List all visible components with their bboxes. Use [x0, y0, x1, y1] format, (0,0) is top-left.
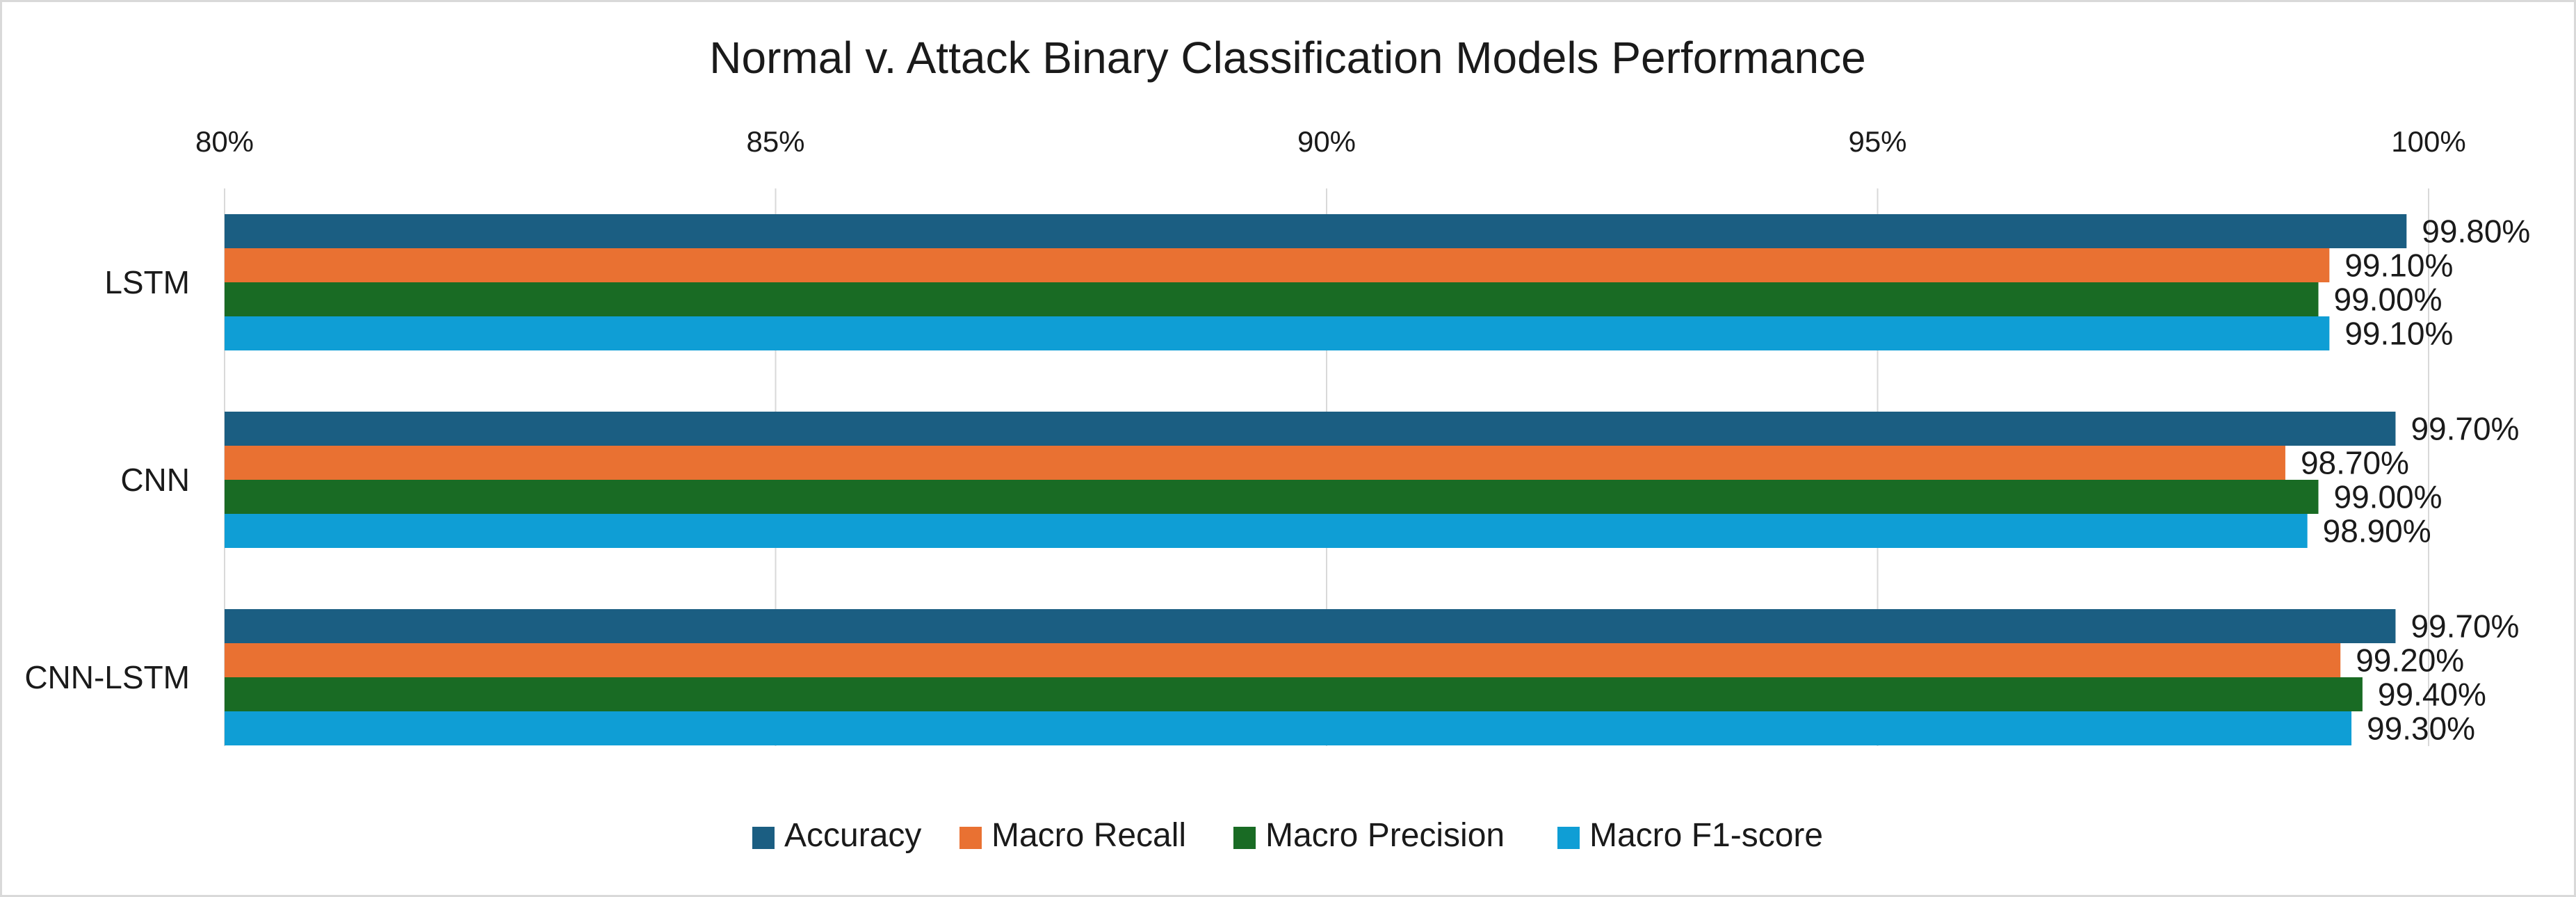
category-label: CNN-LSTM: [24, 659, 190, 695]
x-tick-label: 80%: [195, 125, 254, 158]
data-label: 98.70%: [2301, 445, 2409, 481]
data-label: 99.20%: [2356, 643, 2464, 679]
bars: [225, 214, 2407, 745]
x-tick-label: 100%: [2391, 125, 2465, 158]
bar: [225, 609, 2396, 643]
legend-label: Accuracy: [784, 817, 921, 854]
legend-swatch: [752, 827, 775, 849]
bar: [225, 282, 2319, 316]
x-tick-label: 95%: [1848, 125, 1906, 158]
legend: Accuracy Macro Recall Macro Precision Macro…: [752, 817, 1823, 854]
bar: [225, 711, 2352, 745]
data-label: 99.40%: [2378, 677, 2486, 713]
data-labels: 99.80%99.10%99.00%99.10%99.70%98.70%99.0…: [2301, 213, 2530, 747]
bar: [225, 214, 2407, 248]
chart-title: Normal v. Attack Binary Classification M…: [709, 33, 1865, 83]
legend-label: Macro Precision: [1265, 817, 1505, 854]
data-label: 99.70%: [2411, 608, 2519, 645]
bar: [225, 412, 2396, 446]
x-tick-label: 90%: [1297, 125, 1356, 158]
legend-label: Macro F1-score: [1589, 817, 1823, 854]
x-tick-label: 85%: [746, 125, 804, 158]
data-label: 99.10%: [2344, 248, 2453, 284]
category-label: LSTM: [104, 264, 190, 300]
category-labels: LSTM CNN CNN-LSTM: [24, 264, 190, 695]
data-label: 99.70%: [2411, 411, 2519, 447]
data-label: 99.30%: [2367, 711, 2475, 747]
bar: [225, 514, 2308, 548]
data-label: 99.80%: [2422, 213, 2530, 250]
legend-swatch: [1557, 827, 1580, 849]
data-label: 99.00%: [2334, 479, 2443, 515]
x-axis-ticks: 80% 85% 90% 95% 100%: [195, 125, 2466, 158]
legend-swatch: [959, 827, 982, 849]
bar: [225, 480, 2319, 514]
data-label: 98.90%: [2323, 513, 2431, 549]
category-label: CNN: [120, 462, 190, 498]
legend-swatch: [1233, 827, 1256, 849]
bar: [225, 316, 2330, 350]
data-label: 99.10%: [2344, 316, 2453, 352]
bar: [225, 446, 2285, 480]
bar: [225, 643, 2341, 677]
data-label: 99.00%: [2334, 282, 2443, 318]
bar: [225, 677, 2363, 711]
bar: [225, 248, 2330, 282]
legend-label: Macro Recall: [991, 817, 1186, 854]
